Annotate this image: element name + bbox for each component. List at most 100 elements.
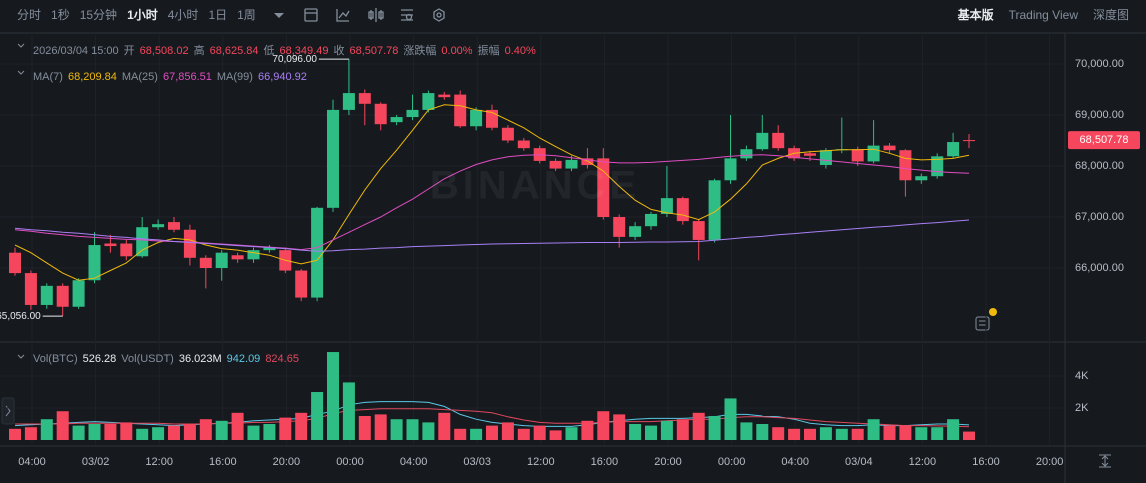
grid	[0, 35, 1065, 444]
candle-body	[438, 94, 451, 98]
volume-bar	[231, 412, 244, 440]
candle-body	[311, 207, 324, 298]
candle-body	[549, 160, 562, 169]
volume-bar	[120, 422, 133, 440]
x-tick-label: 03/04	[845, 456, 873, 468]
low-label: 65,056.00	[0, 311, 41, 322]
legend-text: 66,940.92	[258, 71, 307, 83]
candle-body	[597, 158, 610, 218]
candle-body	[581, 158, 594, 165]
volume-bar	[9, 428, 21, 440]
x-tick-label: 20:00	[654, 456, 682, 468]
x-tick-label: 12:00	[909, 456, 937, 468]
candle-body	[247, 250, 260, 260]
candle-body	[660, 198, 673, 214]
candle-body	[470, 109, 483, 127]
volume-bar	[263, 424, 276, 440]
legend-text: 振幅	[478, 43, 500, 57]
x-tick-label: 16:00	[972, 456, 1000, 468]
legend-text: 526.28	[83, 353, 117, 365]
volume-bar	[804, 428, 816, 440]
volume-tick-label: 2K	[1075, 402, 1089, 414]
y-tick-label: 67,000.00	[1075, 211, 1124, 223]
legend-text: 68,209.84	[68, 71, 117, 83]
volume-bar	[915, 427, 928, 440]
volume-bar	[819, 427, 832, 440]
x-tick-label: 12:00	[145, 456, 173, 468]
legend-text: 67,856.51	[163, 71, 212, 83]
volume-bar	[247, 425, 260, 440]
misc-icons[interactable]	[1, 43, 1111, 468]
legend-text: 68,625.84	[210, 45, 259, 57]
volume-bar	[56, 411, 69, 440]
interval-button[interactable]: 4小时	[168, 8, 199, 22]
volume-bar	[629, 424, 642, 440]
legend-text: 2026/03/04 15:00	[33, 45, 119, 57]
volume-bar	[486, 425, 498, 440]
x-tick-label: 03/02	[82, 456, 110, 468]
candle-body	[454, 94, 467, 127]
watermark: BINANCE	[430, 164, 640, 208]
x-tick-label: 20:00	[1036, 456, 1064, 468]
volume-bar	[342, 382, 355, 440]
candle-body	[24, 273, 37, 305]
volume-bar	[152, 427, 165, 440]
candle-body	[867, 145, 880, 162]
candle-body	[692, 221, 705, 240]
legend-text: Vol(BTC)	[33, 353, 78, 365]
x-tick-label: 12:00	[527, 456, 555, 468]
candle-body	[899, 150, 912, 181]
x-tick-label: 20:00	[273, 456, 301, 468]
volume-bar	[183, 424, 196, 440]
candle-body	[342, 93, 355, 110]
view-button[interactable]: 深度图	[1093, 7, 1129, 22]
legend-text: 0.00%	[441, 45, 472, 57]
candle-body	[851, 149, 864, 162]
candle-body	[152, 224, 165, 228]
volume-bar	[311, 392, 324, 440]
notice-dot	[989, 308, 997, 316]
candle-body	[517, 140, 530, 149]
view-button[interactable]: 基本版	[957, 7, 994, 22]
volume-bar	[88, 424, 101, 440]
interval-button[interactable]: 1秒	[51, 8, 70, 22]
volume-bar	[660, 420, 673, 440]
candle-body	[9, 252, 21, 274]
legend-text: 824.65	[265, 353, 299, 365]
candle-body	[215, 252, 228, 268]
volume-bar	[676, 419, 689, 440]
interval-button[interactable]: 1周	[237, 8, 256, 22]
legend-text: 36.023M	[179, 353, 222, 365]
interval-button[interactable]: 分时	[17, 8, 41, 22]
volume-bar	[136, 428, 149, 440]
interval-button[interactable]: 1日	[208, 8, 227, 22]
volume-bar	[438, 412, 451, 440]
legend-text: 0.40%	[505, 45, 536, 57]
volume-bar	[24, 427, 37, 440]
interval-button[interactable]: 1小时	[127, 7, 158, 22]
volume-bar	[899, 425, 912, 440]
volume-bar	[533, 425, 546, 440]
volume-bar	[422, 422, 435, 440]
volume-bar	[199, 419, 212, 440]
toolbar-icons[interactable]	[274, 8, 445, 22]
candle-body	[183, 229, 196, 258]
volume-bar	[581, 420, 594, 440]
x-tick-label: 16:00	[591, 456, 619, 468]
y-tick-label: 70,000.00	[1075, 58, 1124, 70]
volume-bar	[72, 425, 85, 440]
candle-body	[120, 243, 133, 257]
legend-text: MA(25)	[122, 71, 158, 83]
interval-button[interactable]: 15分钟	[80, 7, 117, 22]
candle-body	[915, 176, 928, 181]
y-tick-label: 66,000.00	[1075, 262, 1124, 274]
legend-text: 低	[264, 44, 275, 57]
volume-bar	[374, 414, 387, 440]
marks	[9, 58, 1140, 440]
candle-body	[104, 243, 117, 247]
volume-bar	[772, 427, 785, 440]
volume-bar	[708, 416, 721, 440]
view-button[interactable]: Trading View	[1009, 8, 1079, 22]
candle-body	[56, 285, 69, 307]
